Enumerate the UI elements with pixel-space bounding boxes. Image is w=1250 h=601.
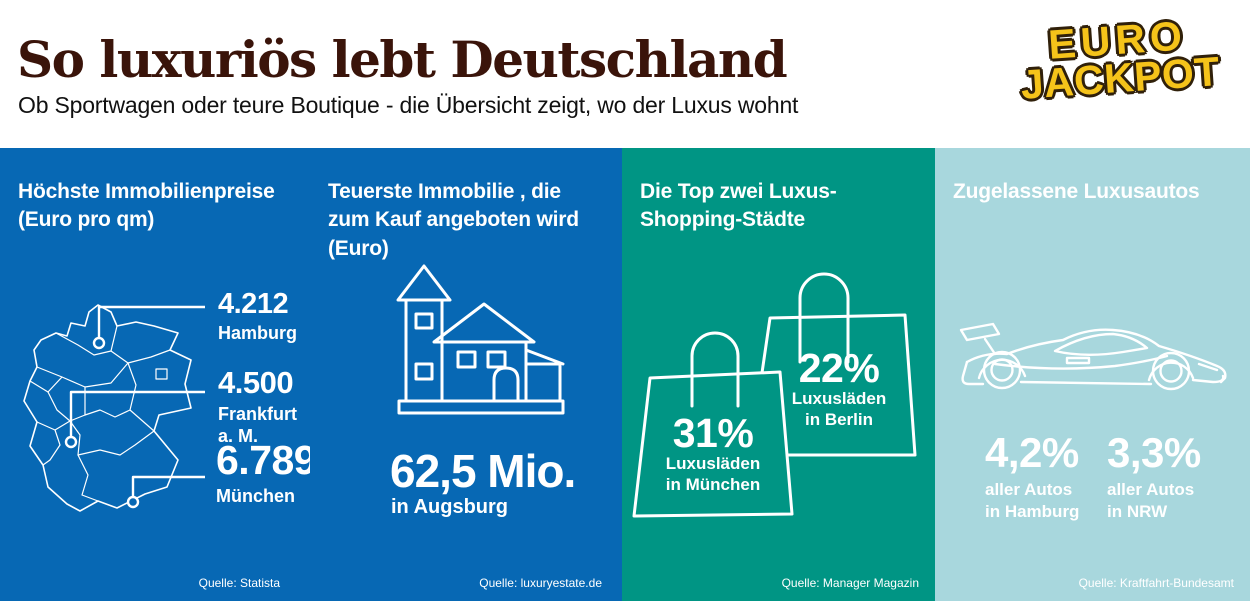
stat-hamburg-value: 4.212 bbox=[218, 288, 289, 320]
stat-autos-hamburg-value: 4,2% bbox=[985, 429, 1079, 476]
panel-teuerste-immobilie-title: Teuerste Immobilie , die zum Kauf angebot… bbox=[328, 180, 579, 260]
stat-frankfurt-city: Frankfurt a. M. bbox=[218, 403, 298, 447]
stat-muenchen-city: München bbox=[216, 486, 295, 507]
sports-car-icon bbox=[959, 322, 1227, 391]
bag-label-berlin: 22% Luxusläden in Berlin bbox=[773, 348, 905, 430]
bag-berlin-value: 22% bbox=[798, 345, 880, 391]
villa-price-value: 62,5 Mio. bbox=[390, 445, 576, 497]
stat-muenchen: 6.789 München bbox=[216, 437, 317, 508]
panel-teuerste-immobilie: Teuerste Immobilie , die zum Kauf angebot… bbox=[310, 148, 622, 601]
panel-immobilienpreise: Höchste Immobilienpreise (Euro pro qm) bbox=[0, 148, 317, 601]
stat-autos-nrw: 3,3% aller Autos in NRW bbox=[1107, 429, 1201, 523]
source-manager-magazin: Quelle: Manager Magazin bbox=[781, 576, 919, 590]
bag-muenchen-label1: Luxusläden bbox=[665, 454, 761, 473]
stat-autos-nrw-label: aller Autos in NRW bbox=[1107, 480, 1195, 522]
stat-muenchen-value: 6.789 bbox=[216, 437, 317, 483]
panel-shopping-staedte-title: Die Top zwei Luxus- Shopping-Städte bbox=[640, 180, 837, 232]
panel-luxusautos-title: Zugelassene Luxusautos bbox=[953, 180, 1200, 203]
source-statista: Quelle: Statista bbox=[198, 576, 280, 590]
germany-map-icon bbox=[23, 304, 205, 512]
stat-hamburg: 4.212 Hamburg bbox=[218, 289, 297, 345]
panels-row: Höchste Immobilienpreise (Euro pro qm) bbox=[0, 148, 1250, 601]
villa-price-location: in Augsburg bbox=[391, 496, 509, 518]
source-luxuryestate: Quelle: luxuryestate.de bbox=[479, 576, 602, 590]
bag-muenchen-label2: in München bbox=[665, 474, 761, 494]
panel-shopping-staedte: Die Top zwei Luxus- Shopping-Städte 22% L… bbox=[622, 148, 935, 601]
bag-muenchen-value: 31% bbox=[672, 410, 754, 456]
bag-berlin-label1: Luxusläden bbox=[791, 389, 887, 408]
stat-autos-nrw-value: 3,3% bbox=[1107, 429, 1201, 476]
panel-immobilienpreise-title: Höchste Immobilienpreise (Euro pro qm) bbox=[18, 180, 275, 232]
page-title: So luxuriös lebt Deutschland bbox=[17, 30, 788, 89]
bag-label-muenchen: 31% Luxusläden in München bbox=[647, 413, 779, 495]
stat-frankfurt: 4.500 Frankfurt a. M. bbox=[218, 365, 310, 448]
stat-hamburg-city: Hamburg bbox=[218, 323, 298, 344]
source-kraftfahrt-bundesamt: Quelle: Kraftfahrt-Bundesamt bbox=[1078, 576, 1234, 590]
panel-luxusautos: Zugelassene Luxusautos bbox=[935, 148, 1250, 601]
stat-frankfurt-value: 4.500 bbox=[218, 365, 294, 400]
villa-icon bbox=[396, 264, 565, 415]
stat-autos-hamburg-label: aller Autos in Hamburg bbox=[985, 480, 1080, 522]
logo-word-jackpot: JACKPOT bbox=[1019, 47, 1222, 108]
eurojackpot-logo: EURO JACKPOT bbox=[1012, 12, 1227, 108]
page-subtitle: Ob Sportwagen oder teure Boutique - die … bbox=[18, 92, 799, 118]
shopping-bags-icon bbox=[632, 272, 917, 518]
bag-berlin-label2: in Berlin bbox=[804, 409, 873, 429]
stat-autos-hamburg: 4,2% aller Autos in Hamburg bbox=[985, 429, 1080, 523]
